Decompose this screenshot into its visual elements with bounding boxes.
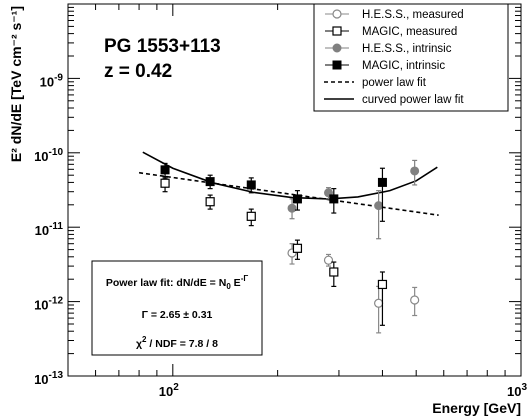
fit-annotation-box: Power law fit: dN/dE = N0 E-Γ Γ = 2.65 ±…: [91, 260, 263, 356]
marker-open-square: [246, 211, 256, 221]
marker-filled-square: [205, 177, 215, 187]
marker-filled-square: [329, 194, 339, 204]
x-tick-label-1: 103: [507, 382, 527, 399]
annotation-frame: [91, 260, 263, 356]
marker-filled-circle: [410, 166, 420, 176]
legend-entry: H.E.S.S., intrinsic: [325, 43, 452, 55]
legend-entry: power law fit: [324, 77, 427, 89]
fit-line-power-law: [138, 171, 439, 216]
data-point: [323, 253, 334, 267]
legend-label: curved power law fit: [362, 94, 464, 106]
y-tick-label-2: 10-11: [35, 221, 64, 238]
marker-open-square: [292, 243, 303, 253]
annotation-chi2: χ2 / NDF = 7.8 / 8: [136, 335, 218, 350]
data-points: [160, 159, 420, 334]
marker-filled-square: [246, 180, 256, 190]
legend-marker: [332, 60, 342, 70]
y-tick-label-1: 10-12: [34, 296, 63, 313]
data-point: [377, 271, 388, 326]
data-point: [292, 190, 302, 211]
chart-title-line-2: z = 0.42: [104, 61, 172, 82]
marker-filled-circle: [374, 201, 384, 211]
tick-labels: 102 103 10-13 10-12 10-11 10-10 10-9: [34, 72, 527, 399]
fit-line-curved-power-law: [142, 151, 438, 200]
legend-frame: [313, 3, 509, 112]
data-point: [329, 188, 339, 214]
data-point: [377, 167, 387, 222]
chart-title-line-1: PG 1553+113: [104, 36, 221, 57]
marker-open-square: [160, 178, 170, 188]
data-point: [160, 162, 170, 179]
marker-filled-square: [292, 194, 302, 204]
marker-open-square: [377, 279, 388, 290]
y-tick-label-4: 10-9: [40, 72, 64, 89]
legend-entry: MAGIC, measured: [325, 26, 457, 38]
data-point: [160, 175, 170, 193]
legend-entry: curved power law fit: [324, 94, 464, 106]
data-point: [410, 159, 420, 186]
data-point: [292, 239, 303, 260]
fit-curves: [138, 151, 439, 216]
legend-label: H.E.S.S., intrinsic: [362, 43, 452, 55]
legend: H.E.S.S., measured MAGIC, measured H.E.S.S…: [313, 3, 509, 112]
legend-label: MAGIC, measured: [362, 26, 457, 38]
data-point: [329, 261, 339, 288]
y-tick-label-3: 10-10: [34, 147, 63, 164]
marker-filled-square: [160, 165, 170, 175]
marker-open-circle: [410, 295, 420, 305]
y-tick-label-0: 10-13: [34, 370, 63, 387]
marker-open-square: [329, 267, 339, 277]
data-point: [246, 177, 256, 194]
data-point: [205, 174, 215, 190]
marker-filled-square: [377, 177, 387, 187]
data-point: [205, 194, 215, 210]
marker-filled-circle: [287, 203, 297, 213]
data-point: [410, 286, 420, 317]
legend-marker: [332, 43, 342, 53]
legend-label: power law fit: [362, 77, 427, 89]
data-point: [246, 208, 256, 227]
annotation-gamma: Γ = 2.65 ± 0.31: [142, 309, 213, 321]
plot-frame: [67, 3, 522, 377]
legend-marker: [332, 26, 342, 36]
legend-label: H.E.S.S., measured: [362, 9, 464, 21]
data-point: [287, 198, 297, 220]
legend-entry: MAGIC, intrinsic: [325, 60, 445, 72]
marker-open-circle: [323, 255, 334, 265]
marker-open-square: [205, 197, 215, 207]
legend-label: MAGIC, intrinsic: [362, 60, 445, 72]
legend-entry: H.E.S.S., measured: [325, 9, 464, 21]
y-axis-label: E² dN/dE [TeV cm⁻² s⁻¹]: [8, 6, 24, 162]
x-axis-label: Energy [GeV]: [432, 400, 521, 416]
marker-open-circle: [374, 298, 384, 308]
legend-marker: [332, 9, 342, 19]
x-tick-label-0: 102: [159, 382, 179, 399]
annotation-formula: Power law fit: dN/dE = N0 E-Γ: [106, 274, 249, 291]
